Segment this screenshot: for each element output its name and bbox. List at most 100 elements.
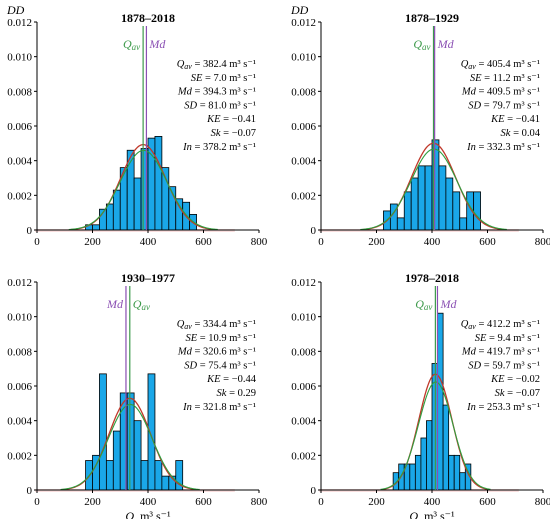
histogram-panel-2: 0 0.002 0.004 0.006 0.008 0.010 0.012 0 200 400 60…: [291, 11, 550, 248]
stat-line: SD = 81.0 m³ s⁻¹: [184, 100, 256, 111]
stat-line: Qav = 382.4 m³ s⁻¹: [177, 59, 256, 71]
histogram-panel-3: 0 0.002 0.004 0.006 0.008 0.010 0.012 0 200 400 60…: [7, 271, 268, 519]
x-tick-label: 0: [34, 236, 40, 248]
histogram-bar: [396, 217, 405, 231]
y-tick-label: 0.010: [7, 52, 32, 64]
histogram-bar: [410, 177, 419, 231]
histogram-bar: [161, 475, 170, 491]
x-tick-label: 800: [535, 496, 550, 508]
histogram-bar: [112, 430, 121, 491]
y-tick-label: 0.008: [7, 86, 32, 98]
panel-title: 1930–1977: [121, 271, 175, 285]
x-tick-label: 0: [34, 496, 40, 508]
histogram-bar: [154, 460, 163, 491]
stat-line: KE = −0.44: [206, 374, 257, 385]
y-tick-label: 0.010: [291, 52, 316, 64]
histogram-bar: [133, 177, 142, 231]
stat-line: SD = 79.7 m³ s⁻¹: [468, 100, 540, 111]
histogram-bar: [133, 420, 142, 491]
histogram-bar: [459, 217, 468, 231]
y-tick-label: 0.012: [7, 277, 32, 289]
histogram-bar: [99, 373, 107, 491]
x-tick-label: 200: [84, 236, 101, 248]
y-tick-label: 0.004: [291, 416, 316, 428]
y-tick-label: 0: [27, 485, 33, 497]
stat-line: KE = −0.02: [490, 374, 540, 385]
y-axis-label: DD: [6, 3, 25, 17]
histogram-bar: [448, 454, 455, 491]
stat-line: Sk = 0.04: [501, 128, 541, 139]
stat-line: In = 321.8 m³ s⁻¹: [182, 402, 256, 413]
x-tick-label: 800: [251, 496, 268, 508]
x-tick-label: 600: [195, 236, 212, 248]
md-label: Md: [106, 297, 124, 311]
y-tick-label: 0: [311, 485, 317, 497]
x-tick-label: 0: [318, 236, 324, 248]
stat-line: Md = 419.7 m³ s⁻¹: [461, 347, 540, 358]
y-axis-label: DD: [290, 3, 309, 17]
x-axis-label: Q, m³ s⁻¹: [409, 509, 455, 519]
y-tick-label: 0.002: [7, 450, 32, 462]
y-tick-label: 0.010: [7, 312, 32, 324]
histogram-bar: [105, 203, 114, 231]
histogram-bar: [438, 165, 447, 231]
stat-line: KE = −0.41: [206, 114, 256, 125]
histogram-bar: [154, 135, 163, 231]
histogram-bar: [424, 165, 433, 231]
x-tick-label: 400: [140, 496, 157, 508]
md-label: Md: [148, 37, 166, 51]
histogram-bar: [105, 460, 114, 491]
stat-line: SE = 10.9 m³ s⁻¹: [185, 333, 256, 344]
y-tick-label: 0.004: [291, 156, 316, 168]
x-tick-label: 400: [424, 496, 441, 508]
stat-line: SE = 9.4 m³ s⁻¹: [475, 333, 540, 344]
x-tick-label: 400: [424, 236, 441, 248]
stat-line: Sk = −0.07: [495, 388, 540, 399]
qav-label: Qav: [413, 37, 430, 52]
x-tick-label: 200: [84, 496, 101, 508]
y-tick-label: 0.004: [7, 416, 32, 428]
histogram-bar: [452, 191, 461, 231]
md-label: Md: [437, 37, 455, 51]
y-tick-label: 0.002: [7, 190, 32, 202]
x-tick-label: 800: [251, 236, 268, 248]
x-tick-label: 600: [195, 496, 212, 508]
histogram-bar: [409, 463, 416, 491]
y-tick-label: 0.002: [291, 450, 316, 462]
histogram-panel-1: 0 0.002 0.004 0.006 0.008 0.010 0.012 0 200 400 60…: [7, 11, 268, 248]
stat-line: Sk = 0.29: [217, 388, 256, 399]
qav-label: Qav: [123, 37, 140, 52]
panel-title: 1878–1929: [405, 11, 459, 25]
panel-title: 1878–2018: [121, 11, 175, 25]
y-tick-label: 0.012: [291, 17, 316, 29]
histogram-panel-4: 0 0.002 0.004 0.006 0.008 0.010 0.012 0 200 400 60…: [291, 271, 550, 519]
x-axis-label: Q, m³ s⁻¹: [125, 509, 171, 519]
y-tick-label: 0.012: [7, 17, 32, 29]
histogram-bar: [403, 191, 412, 231]
y-tick-label: 0.006: [291, 381, 316, 393]
stat-line: Qav = 405.4 m³ s⁻¹: [461, 59, 540, 71]
y-tick-label: 0.002: [291, 190, 316, 202]
histogram-bar: [126, 392, 135, 491]
y-tick-label: 0: [311, 225, 317, 237]
y-tick-label: 0.008: [291, 346, 316, 358]
x-tick-label: 200: [368, 236, 385, 248]
histogram-bar: [473, 191, 481, 231]
md-label: Md: [439, 297, 457, 311]
y-tick-label: 0.006: [7, 121, 32, 133]
histogram-bar: [92, 224, 100, 231]
stat-line: KE = −0.41: [490, 114, 540, 125]
stat-line: SE = 11.2 m³ s⁻¹: [470, 73, 540, 84]
y-tick-label: 0.006: [7, 381, 32, 393]
stat-line: SD = 75.4 m³ s⁻¹: [184, 360, 256, 371]
histogram-bar: [414, 454, 422, 491]
histogram-bar: [445, 177, 454, 231]
stat-line: SE = 7.0 m³ s⁻¹: [191, 73, 256, 84]
y-tick-label: 0.008: [291, 86, 316, 98]
stat-line: Qav = 412.2 m³ s⁻¹: [461, 319, 540, 331]
x-tick-label: 600: [479, 496, 496, 508]
histogram-bar: [417, 165, 426, 231]
histogram-bar: [140, 460, 149, 491]
histogram-bar: [426, 420, 433, 491]
x-tick-label: 600: [479, 236, 496, 248]
